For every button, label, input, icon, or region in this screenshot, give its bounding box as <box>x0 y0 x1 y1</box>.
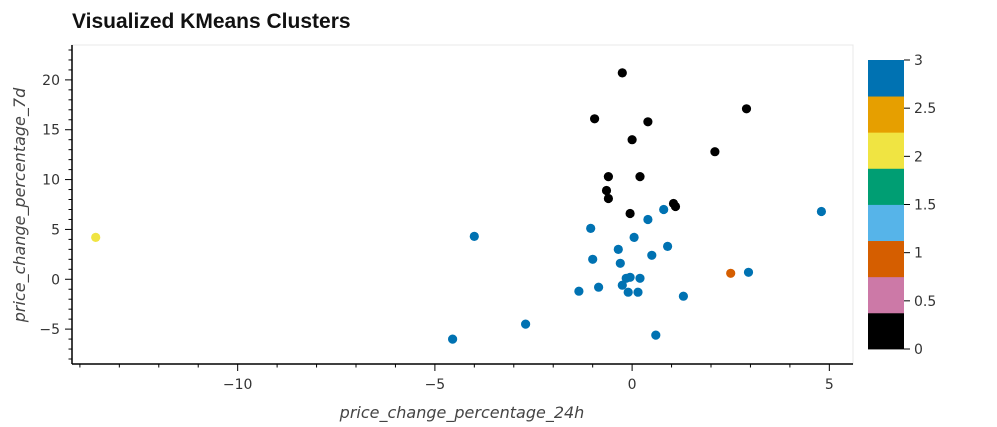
colorbar-tick-label: 0 <box>914 342 923 358</box>
x-tick-label: −10 <box>223 377 253 393</box>
data-point-cluster-0 <box>625 272 635 282</box>
data-point-cluster-1 <box>710 147 720 157</box>
data-point-cluster-0 <box>633 287 643 297</box>
colorbar-tick-label: 2 <box>914 149 923 165</box>
data-point-cluster-0 <box>629 232 639 242</box>
y-tick-label: 10 <box>42 173 60 189</box>
data-point-cluster-0 <box>635 273 645 283</box>
data-point-cluster-1 <box>627 135 637 145</box>
data-point-cluster-1 <box>617 68 627 78</box>
y-tick-label: −5 <box>39 322 60 338</box>
x-tick-label: −5 <box>425 377 446 393</box>
data-point-cluster-1 <box>601 185 612 196</box>
x-axis-label: price_change_percentage_24h <box>339 403 585 423</box>
y-tick-label: 20 <box>42 73 60 89</box>
data-point-cluster-0 <box>663 241 673 251</box>
data-point-cluster-0 <box>678 291 689 301</box>
data-point-cluster-0 <box>743 267 754 277</box>
data-point-cluster-1 <box>625 208 635 219</box>
data-point-cluster-2 <box>91 232 101 242</box>
y-tick-label: 5 <box>51 222 60 238</box>
y-axis-label: price_change_percentage_7d <box>10 87 30 323</box>
colorbar-segment <box>868 60 904 97</box>
data-point-cluster-0 <box>594 282 604 292</box>
x-tick-label: 0 <box>628 377 637 393</box>
data-point-cluster-0 <box>574 286 584 296</box>
colorbar-tick-label: 1 <box>914 246 923 262</box>
data-point-cluster-0 <box>613 244 623 254</box>
data-point-cluster-1 <box>741 104 752 114</box>
chart-title: Visualized KMeans Clusters <box>72 10 351 33</box>
data-point-cluster-0 <box>659 204 669 215</box>
data-point-cluster-1 <box>603 193 614 204</box>
colorbar-tick-label: 2.5 <box>914 101 936 117</box>
x-tick-label: 5 <box>825 377 834 393</box>
plot-area-background <box>71 44 854 365</box>
colorbar-segment <box>868 276 904 314</box>
data-point-cluster-0 <box>643 214 653 225</box>
data-point-cluster-3 <box>726 268 736 278</box>
data-point-cluster-1 <box>590 114 600 124</box>
data-point-cluster-0 <box>448 334 458 344</box>
colorbar-tick-label: 3 <box>914 53 923 69</box>
data-point-cluster-1 <box>643 117 653 127</box>
y-ticks: −5 0 5 10 15 20 <box>39 49 72 360</box>
data-point-cluster-0 <box>816 206 827 217</box>
points-layer <box>91 68 827 344</box>
data-point-cluster-1 <box>635 172 645 182</box>
x-ticks: −10 −5 0 5 <box>79 364 834 393</box>
data-point-cluster-1 <box>670 201 681 212</box>
data-point-cluster-1 <box>603 172 614 182</box>
colorbar-tick-label: 1.5 <box>914 198 936 214</box>
colorbar-segment <box>868 204 904 242</box>
data-point-cluster-0 <box>651 330 661 340</box>
data-point-cluster-0 <box>588 254 598 264</box>
colorbar-segment <box>868 96 904 133</box>
colorbar-segment <box>868 240 904 278</box>
y-tick-label: 0 <box>51 272 60 288</box>
data-point-cluster-0 <box>586 223 596 233</box>
data-point-cluster-0 <box>615 258 625 268</box>
data-point-cluster-0 <box>521 319 531 329</box>
data-point-cluster-0 <box>647 250 657 260</box>
data-point-cluster-0 <box>617 280 627 290</box>
colorbar-segment <box>868 168 904 205</box>
colorbar-segment <box>868 312 904 350</box>
data-point-cluster-0 <box>469 231 479 241</box>
data-point-cluster-0 <box>623 287 633 297</box>
colorbar: 0 0.5 1 1.5 2 2.5 3 <box>868 53 936 358</box>
y-tick-label: 15 <box>42 123 60 139</box>
colorbar-tick-label: 0.5 <box>914 294 936 310</box>
colorbar-segment <box>868 132 904 169</box>
